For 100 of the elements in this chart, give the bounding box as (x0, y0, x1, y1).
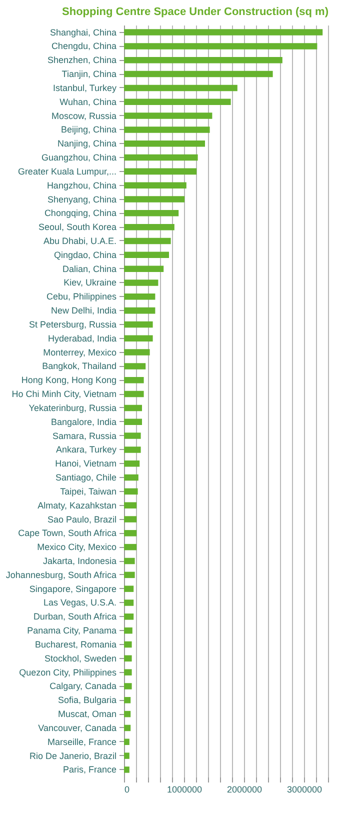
bar (124, 655, 132, 662)
bar (124, 586, 134, 592)
y-tick-label: Johannesburg, South Africa (6, 570, 116, 580)
y-tick-label: Hangzhou, China (46, 180, 116, 190)
bar (124, 196, 185, 202)
bar (124, 627, 132, 634)
bar (124, 697, 131, 704)
bar (124, 572, 135, 578)
y-tick-label: Greater Kuala Lumpur,... (18, 166, 116, 176)
bar (124, 43, 318, 50)
y-tick-label: Sofia, Bulgaria (58, 695, 116, 706)
bar (124, 683, 132, 690)
bar (124, 530, 137, 536)
y-tick-label: Wuhan, China (60, 96, 116, 107)
y-tick-label: Kiev, Ukraine (64, 278, 116, 288)
y-tick-label: Chongqing, China (44, 208, 116, 218)
bar (124, 266, 164, 272)
y-tick-label: Durban, South Africa (33, 612, 116, 622)
bar (124, 182, 186, 188)
bar (124, 349, 150, 356)
bar (124, 404, 142, 412)
bar (124, 126, 210, 133)
y-tick-label: Calgary, Canada (50, 681, 116, 692)
y-tick-label: Qingdao, China (54, 250, 116, 260)
y-tick-label: Samara, Russia (52, 430, 116, 441)
y-tick-label: Guangzhou, China (41, 152, 116, 163)
bar (124, 335, 153, 342)
bar (124, 544, 137, 550)
bar (124, 280, 158, 286)
bar (124, 252, 169, 258)
y-tick-label: Shanghai, China (50, 27, 116, 38)
y-tick-label: Santiago, Chile (55, 472, 116, 483)
bar (124, 70, 273, 78)
x-tick-label: 1000000 (166, 784, 202, 794)
y-tick-label: Nanjing, China (57, 138, 116, 149)
y-tick-label: Abu Dhabi, U.A.E. (43, 236, 116, 246)
y-tick-label: Stockhol, Sweden (44, 653, 116, 664)
y-tick-label: Hanoi, Vietnam (55, 458, 116, 469)
x-tick-label: 2000000 (226, 784, 262, 794)
y-tick-label: Quezon City, Philippines (19, 667, 117, 678)
chart-title: Shopping Centre Space Under Construction (sq m) (62, 6, 329, 18)
bar (124, 154, 198, 161)
bar (124, 390, 144, 398)
bar (124, 488, 138, 495)
y-tick-label: Hong Kong, Hong Kong (21, 375, 116, 386)
bar (124, 168, 197, 175)
bar (124, 614, 134, 620)
bar (124, 641, 132, 648)
bar (124, 57, 282, 64)
bar (124, 29, 323, 36)
y-tick-label: Istanbul, Turkey (52, 82, 117, 93)
bar (124, 307, 156, 314)
bar (124, 112, 212, 119)
y-tick-label: Hyderabad, India (48, 333, 116, 344)
bar (124, 446, 141, 453)
y-tick-label: Tianjin, China (62, 69, 116, 80)
y-tick-label: Marseille, France (47, 736, 116, 747)
bar (124, 474, 138, 481)
bar (124, 460, 140, 467)
bar (124, 140, 205, 147)
y-tick-label: Beijing, China (60, 124, 116, 135)
y-tick-label: Moscow, Russia (51, 110, 116, 121)
y-tick-label: Dalian, China (62, 264, 116, 274)
bar (124, 321, 153, 328)
y-tick-label: Bangkok, Thailand (42, 361, 116, 372)
bar (124, 710, 131, 718)
bar (124, 377, 144, 384)
y-tick-label: New Delhi, India (50, 306, 116, 316)
y-tick-label: Mexico City, Mexico (37, 542, 116, 552)
y-tick-label: Shenzhen, China (47, 55, 116, 66)
y-tick-label: Las Vegas, U.S.A. (43, 598, 116, 608)
bar (124, 738, 130, 745)
y-tick-label: Taipei, Taiwan (60, 486, 116, 496)
y-tick-label: Cebu, Philippines (46, 292, 117, 302)
bar (124, 558, 135, 564)
y-tick-label: Almaty, Kazahkstan (38, 500, 116, 510)
y-tick-label: Cape Town, South Africa (18, 528, 116, 538)
bar (124, 516, 137, 522)
bar (124, 238, 171, 244)
y-tick-label: Rio De Janerio, Brazil (29, 750, 116, 761)
bar (124, 98, 231, 105)
y-tick-label: Singapore, Singapore (29, 584, 116, 594)
y-tick-label: St Petersburg, Russia (28, 319, 116, 330)
y-tick-label: Muscat, Oman (58, 709, 116, 720)
y-tick-label: Vancouver, Canada (38, 722, 116, 733)
y-tick-label: Monterrey, Mexico (43, 347, 116, 358)
bar (124, 502, 137, 508)
bar (124, 724, 131, 732)
y-tick-label: Sao Paulo, Brazil (47, 514, 116, 524)
bar (124, 752, 130, 759)
bar (124, 766, 130, 773)
bar (124, 418, 142, 425)
bar (124, 363, 146, 370)
bar (124, 432, 141, 439)
y-tick-label: Yekaterinburg, Russia (28, 402, 116, 413)
y-tick-label: Ankara, Turkey (56, 444, 117, 455)
x-tick-label: 0 (124, 784, 130, 794)
bar (124, 600, 134, 606)
y-tick-label: Bangalore, India (50, 416, 116, 427)
y-tick-label: Bucharest, Romania (34, 639, 116, 650)
